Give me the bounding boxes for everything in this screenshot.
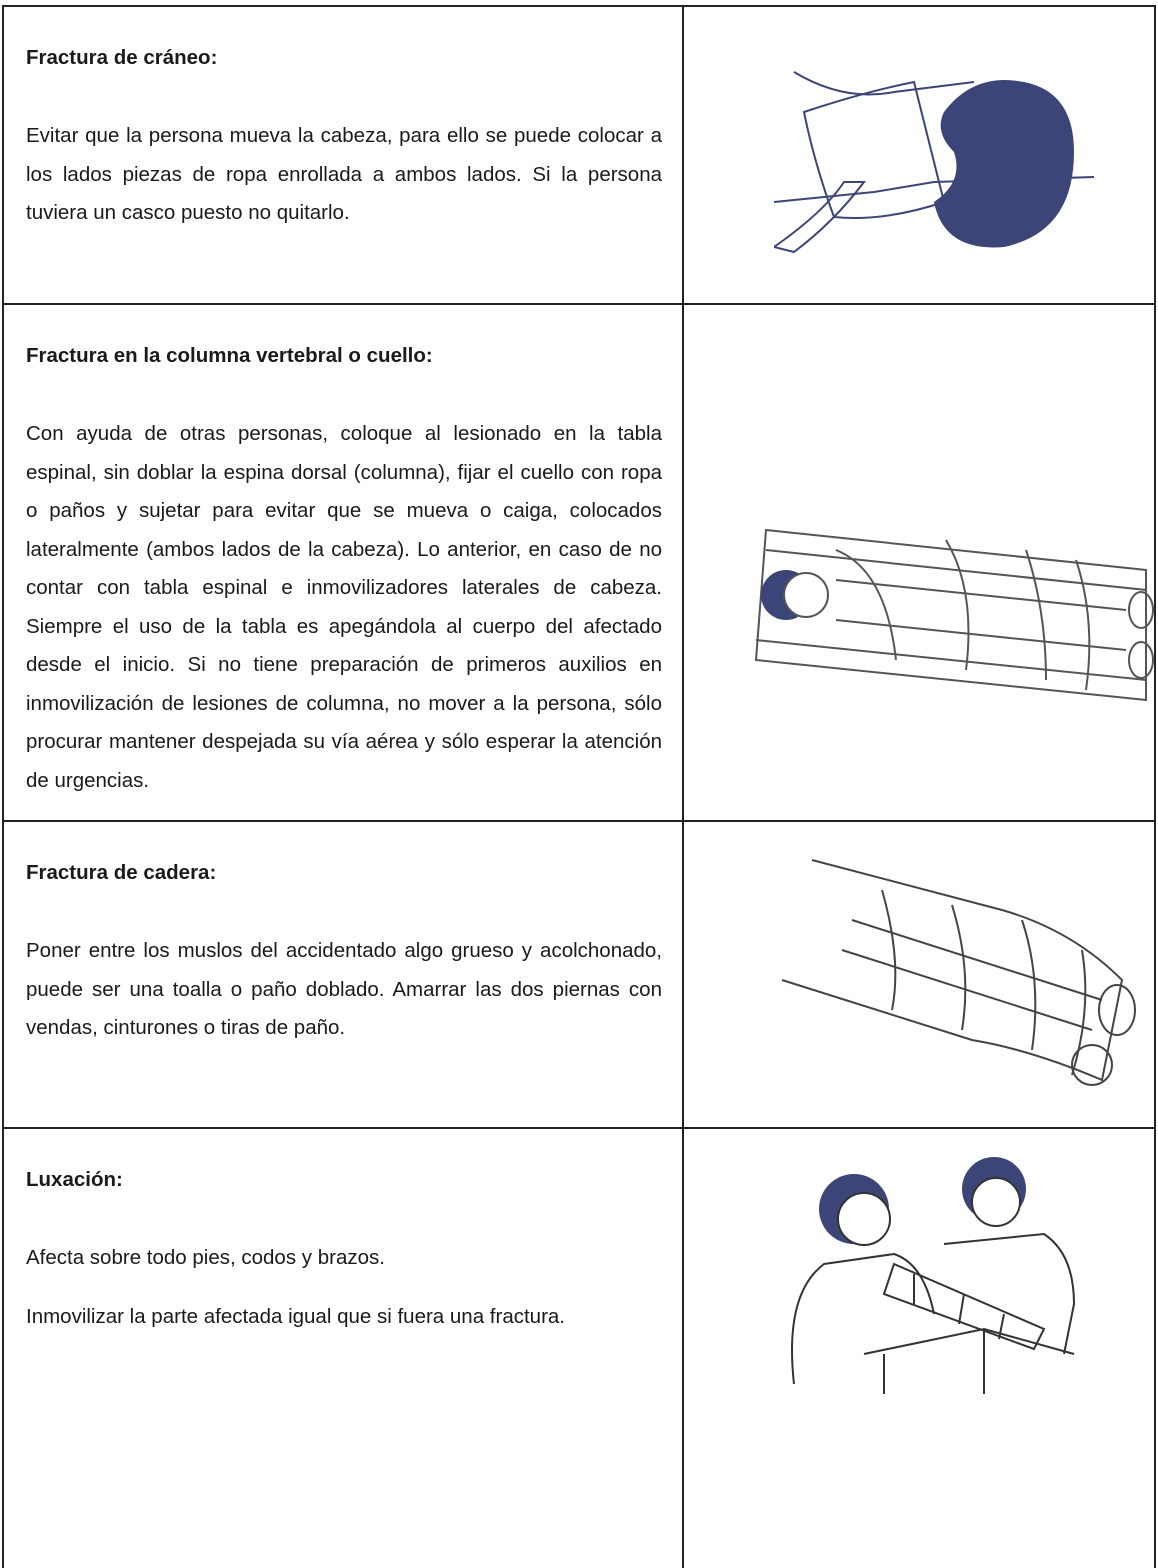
row: Fractura en la columna vertebral o cuell… (2, 303, 1156, 822)
row: Luxación: Afecta sobre todo pies, codos … (2, 1127, 1156, 1568)
row-title: Fractura de cadera: (26, 861, 217, 884)
row: Fractura de cráneo: Evitar que la person… (2, 5, 1156, 305)
cell-image (682, 303, 1156, 822)
skull-illustration (774, 71, 1095, 254)
cell-text: Fractura en la columna vertebral o cuell… (2, 303, 684, 822)
cell-text: Fractura de cadera: Poner entre los musl… (2, 820, 684, 1129)
hip-illustration (781, 859, 1136, 1086)
dislocation-illustration (791, 1157, 1076, 1394)
spine-board-illustration (754, 528, 1154, 702)
row-title: Luxación: (26, 1168, 123, 1191)
row: Fractura de cadera: Poner entre los musl… (2, 820, 1156, 1129)
row-paragraph: Inmovilizar la parte afectada igual que … (26, 1304, 565, 1328)
cell-image (682, 1127, 1156, 1568)
cell-text: Fractura de cráneo: Evitar que la person… (2, 5, 684, 305)
fracture-table: Fractura de cráneo: Evitar que la person… (2, 5, 1156, 1568)
cell-text: Luxación: Afecta sobre todo pies, codos … (2, 1127, 684, 1568)
page: Fractura de cráneo: Evitar que la person… (2, 5, 1156, 1568)
row-paragraph: Poner entre los muslos del accidentado a… (26, 939, 662, 1039)
row-paragraph: Con ayuda de otras personas, coloque al … (26, 422, 662, 792)
cell-image (682, 820, 1156, 1129)
cell-image (682, 5, 1156, 305)
row-paragraph: Afecta sobre todo pies, codos y brazos. (26, 1246, 385, 1269)
row-paragraph: Evitar que la persona mueva la cabeza, p… (26, 124, 662, 224)
row-title: Fractura de cráneo: (26, 46, 218, 69)
row-title: Fractura en la columna vertebral o cuell… (26, 344, 433, 367)
